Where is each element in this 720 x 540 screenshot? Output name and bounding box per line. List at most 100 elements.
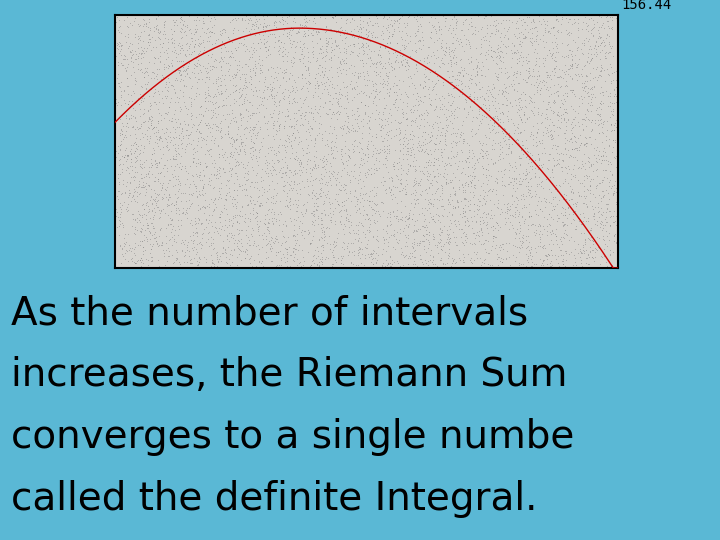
Point bbox=[188, 121, 199, 130]
Point bbox=[263, 225, 274, 234]
Point bbox=[513, 195, 524, 204]
Point bbox=[543, 250, 554, 259]
Point bbox=[503, 23, 515, 31]
Point bbox=[380, 100, 392, 109]
Point bbox=[379, 64, 391, 72]
Point bbox=[494, 245, 505, 254]
Point bbox=[330, 11, 341, 20]
Point bbox=[146, 150, 158, 158]
Point bbox=[127, 46, 138, 55]
Point bbox=[546, 251, 557, 259]
Point bbox=[336, 219, 347, 228]
Point bbox=[407, 238, 418, 247]
Point bbox=[202, 59, 214, 68]
Point bbox=[392, 215, 403, 224]
Point bbox=[166, 56, 178, 64]
Point bbox=[472, 205, 484, 214]
Point bbox=[122, 152, 133, 160]
Point bbox=[441, 237, 452, 246]
Point bbox=[473, 202, 485, 211]
Point bbox=[506, 199, 518, 208]
Point bbox=[292, 200, 304, 209]
Point bbox=[413, 146, 424, 155]
Point bbox=[574, 102, 585, 111]
Point bbox=[431, 45, 442, 54]
Point bbox=[330, 131, 341, 139]
Point bbox=[202, 83, 214, 91]
Point bbox=[272, 68, 284, 77]
Point bbox=[234, 147, 246, 156]
Point bbox=[578, 11, 590, 19]
Point bbox=[535, 83, 546, 92]
Point bbox=[352, 236, 364, 245]
Point bbox=[543, 73, 554, 82]
Point bbox=[152, 160, 163, 169]
Point bbox=[608, 189, 620, 198]
Point bbox=[181, 64, 193, 73]
Point bbox=[567, 118, 578, 127]
Point bbox=[436, 148, 447, 157]
Point bbox=[133, 48, 145, 57]
Point bbox=[560, 14, 572, 23]
Point bbox=[456, 197, 467, 205]
Point bbox=[561, 92, 572, 101]
Point bbox=[419, 73, 431, 82]
Point bbox=[139, 117, 150, 126]
Point bbox=[161, 163, 173, 172]
Point bbox=[332, 170, 343, 178]
Point bbox=[225, 172, 236, 180]
Point bbox=[342, 151, 354, 159]
Point bbox=[328, 14, 339, 22]
Point bbox=[477, 186, 488, 194]
Point bbox=[243, 18, 254, 27]
Point bbox=[320, 36, 332, 45]
Point bbox=[145, 206, 157, 215]
Point bbox=[429, 14, 441, 22]
Point bbox=[405, 73, 416, 82]
Point bbox=[410, 188, 421, 197]
Point bbox=[291, 206, 302, 215]
Point bbox=[355, 156, 366, 164]
Point bbox=[590, 134, 601, 143]
Point bbox=[341, 16, 352, 25]
Point bbox=[554, 160, 565, 168]
Point bbox=[222, 67, 234, 76]
Point bbox=[595, 67, 607, 76]
Point bbox=[455, 25, 467, 34]
Point bbox=[185, 254, 197, 263]
Point bbox=[440, 135, 451, 144]
Point bbox=[428, 167, 439, 176]
Point bbox=[345, 154, 356, 163]
Point bbox=[266, 94, 277, 103]
Point bbox=[109, 161, 121, 170]
Point bbox=[194, 171, 206, 179]
Point bbox=[359, 75, 370, 84]
Point bbox=[344, 178, 356, 186]
Point bbox=[575, 220, 587, 228]
Point bbox=[565, 134, 577, 143]
Point bbox=[475, 240, 487, 248]
Point bbox=[302, 18, 313, 26]
Point bbox=[311, 260, 323, 269]
Point bbox=[557, 156, 569, 164]
Point bbox=[227, 15, 238, 24]
Point bbox=[415, 191, 426, 199]
Point bbox=[239, 84, 251, 92]
Point bbox=[447, 256, 459, 265]
Point bbox=[403, 213, 415, 222]
Point bbox=[586, 253, 598, 261]
Point bbox=[246, 125, 257, 134]
Point bbox=[581, 172, 593, 180]
Point bbox=[283, 173, 294, 181]
Point bbox=[469, 26, 480, 35]
Point bbox=[288, 37, 300, 45]
Point bbox=[283, 91, 294, 99]
Point bbox=[295, 165, 307, 174]
Point bbox=[193, 16, 204, 24]
Point bbox=[168, 258, 179, 267]
Point bbox=[300, 205, 312, 214]
Point bbox=[588, 254, 599, 262]
Point bbox=[580, 246, 592, 254]
Point bbox=[155, 56, 166, 65]
Point bbox=[197, 191, 209, 199]
